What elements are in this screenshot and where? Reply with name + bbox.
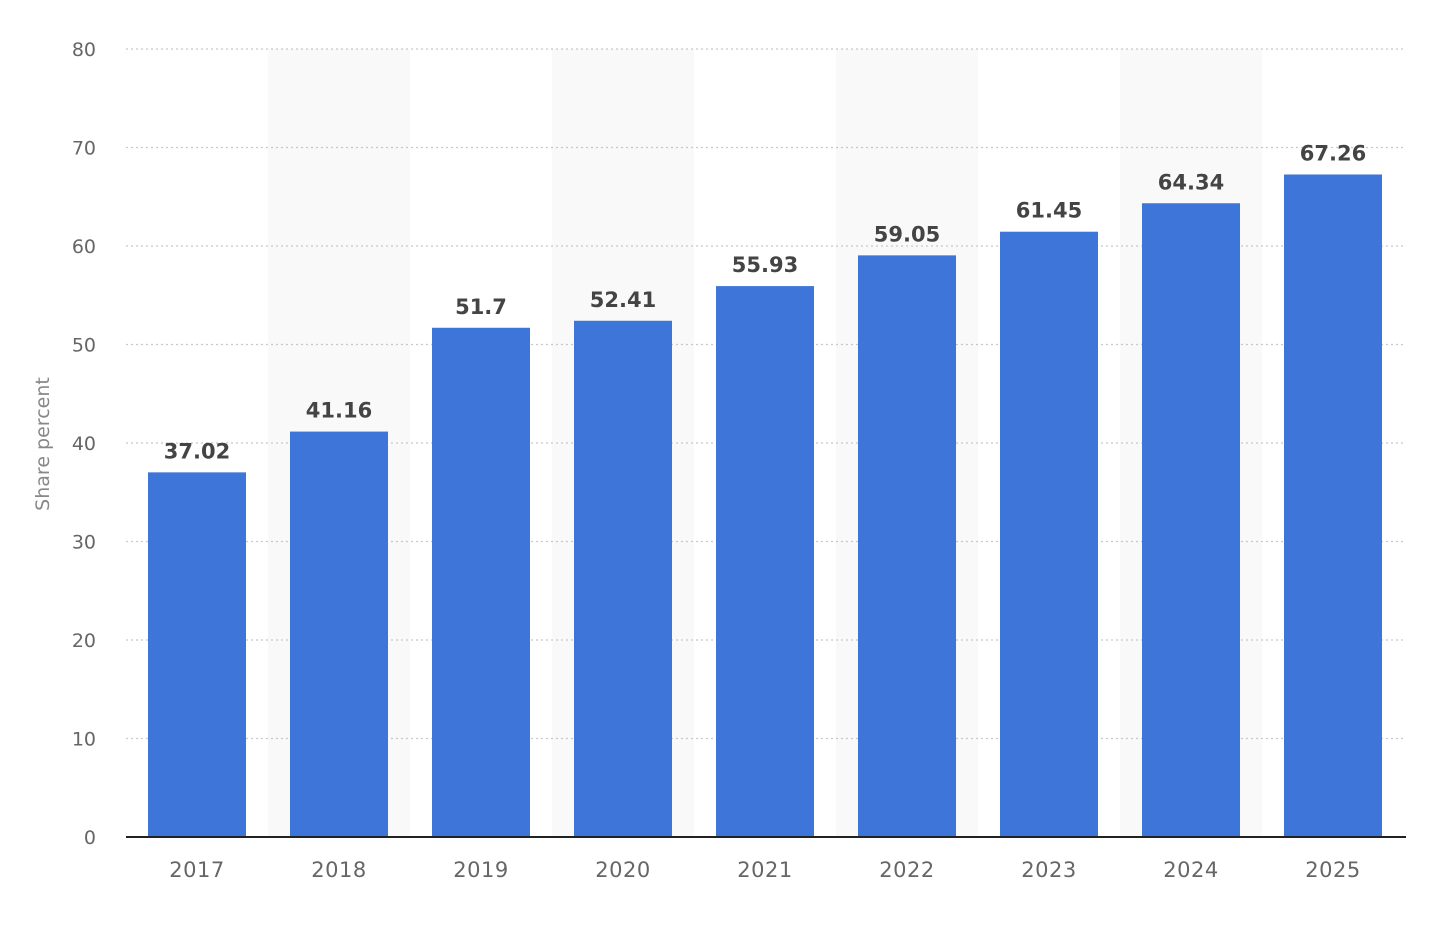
x-tick-label-2021: 2021 [737, 858, 792, 882]
value-label-2024: 64.34 [1158, 170, 1224, 194]
bar-2021 [716, 286, 814, 838]
bar-2023 [1000, 231, 1098, 837]
value-label-2018: 41.16 [306, 399, 372, 423]
x-tick-label-2023: 2023 [1021, 858, 1076, 882]
x-axis-ticks: 2017 2018 2019 2020 2021 2022 2023 2024 2025 [169, 858, 1360, 882]
value-label-2023: 61.45 [1016, 199, 1082, 223]
x-tick-label-2018: 2018 [311, 858, 366, 882]
value-label-2021: 55.93 [732, 253, 798, 277]
value-labels: 37.02 41.16 51.7 52.41 55.93 59.05 61.45 64.34 6… [164, 141, 1366, 463]
value-label-2017: 37.02 [164, 439, 230, 463]
value-label-2022: 59.05 [874, 222, 940, 246]
value-label-2019: 51.7 [455, 295, 507, 319]
y-tick-label: 10 [72, 729, 96, 751]
y-tick-label: 20 [72, 630, 96, 652]
y-axis-label: Share percent [32, 377, 54, 511]
y-tick-label: 80 [72, 39, 96, 61]
y-tick-label: 70 [72, 138, 96, 160]
bar-2024 [1142, 203, 1240, 838]
bar-2025 [1284, 174, 1382, 837]
y-tick-label: 40 [72, 433, 96, 455]
y-tick-label: 60 [72, 236, 96, 258]
x-tick-label-2024: 2024 [1163, 858, 1218, 882]
x-tick-label-2017: 2017 [169, 858, 224, 882]
x-tick-label-2019: 2019 [453, 858, 508, 882]
value-label-2020: 52.41 [590, 288, 656, 312]
y-tick-label: 50 [72, 335, 96, 357]
x-tick-label-2022: 2022 [879, 858, 934, 882]
y-axis-ticks: 0 10 20 30 40 50 60 70 80 [72, 39, 96, 849]
bar-2018 [290, 431, 388, 837]
x-tick-label-2025: 2025 [1305, 858, 1360, 882]
x-tick-label-2020: 2020 [595, 858, 650, 882]
y-tick-label: 0 [84, 827, 96, 849]
bar-2020 [574, 320, 672, 838]
bars [148, 174, 1382, 838]
y-tick-label: 30 [72, 532, 96, 554]
bar-2022 [858, 255, 956, 838]
bar-2019 [432, 327, 530, 837]
value-label-2025: 67.26 [1300, 141, 1366, 165]
bar-2017 [148, 472, 246, 837]
